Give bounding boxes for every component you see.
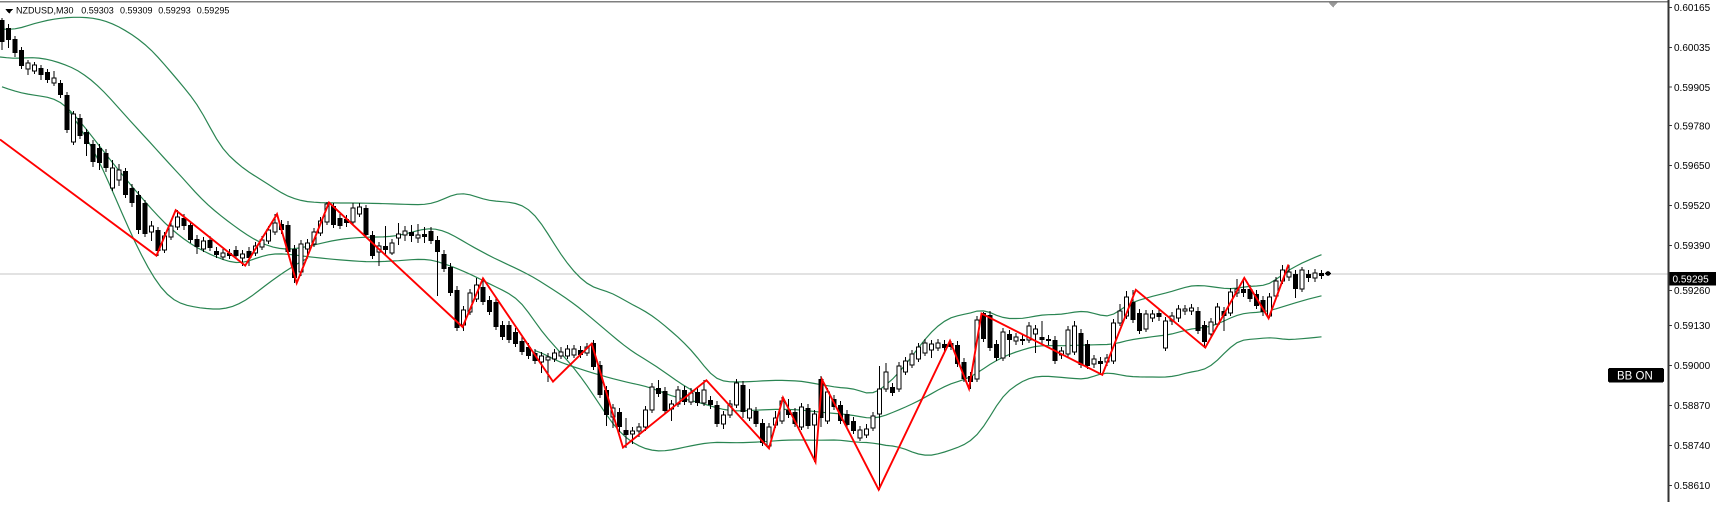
svg-text:0.59780: 0.59780 [1674,121,1711,132]
svg-text:0.59905: 0.59905 [1674,83,1711,94]
svg-text:0.58740: 0.58740 [1674,441,1711,452]
svg-text:0.59295: 0.59295 [1673,274,1710,285]
svg-text:0.59295: 0.59295 [197,5,230,15]
svg-text:0.59390: 0.59390 [1674,241,1711,252]
svg-text:0.59130: 0.59130 [1674,321,1711,332]
svg-text:0.59650: 0.59650 [1674,161,1711,172]
svg-text:0.59000: 0.59000 [1674,361,1711,372]
svg-text:NZDUSD,M30: NZDUSD,M30 [16,5,74,15]
svg-text:0.59309: 0.59309 [120,5,153,15]
svg-text:BB ON: BB ON [1617,370,1653,382]
svg-text:0.58610: 0.58610 [1674,481,1711,492]
svg-text:0.59293: 0.59293 [158,5,191,15]
svg-text:0.60165: 0.60165 [1674,3,1711,14]
svg-text:0.60035: 0.60035 [1674,43,1711,54]
svg-text:0.59520: 0.59520 [1674,201,1711,212]
svg-text:0.58870: 0.58870 [1674,401,1711,412]
svg-text:0.59303: 0.59303 [81,5,114,15]
svg-text:0.59260: 0.59260 [1674,286,1711,297]
